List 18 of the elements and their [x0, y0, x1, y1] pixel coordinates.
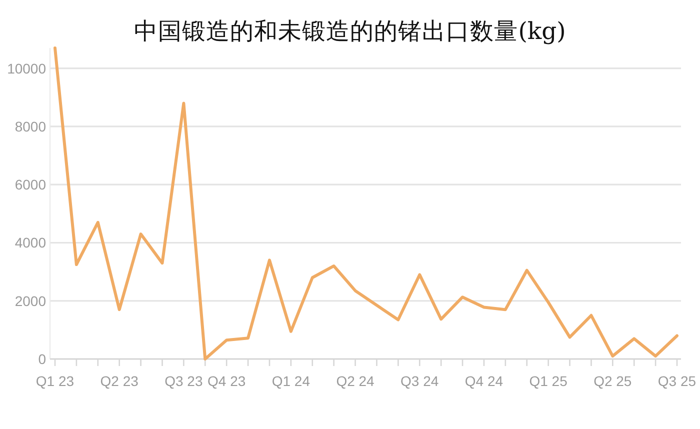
- x-tick-label: Q2 23: [100, 373, 138, 389]
- x-tick-label: Q4 24: [464, 373, 504, 389]
- y-tick-label: 10000: [7, 60, 46, 76]
- x-tick-label: Q1 23: [36, 373, 74, 389]
- y-tick-label: 4000: [14, 234, 46, 251]
- x-tick-label: Q2 24: [336, 373, 374, 389]
- y-tick-label: 8000: [14, 118, 46, 134]
- y-tick-label: 6000: [14, 176, 46, 193]
- y-tick-label: 2000: [14, 292, 46, 309]
- y-tick-label: 0: [38, 351, 46, 367]
- x-tick-label: Q3 24: [400, 373, 439, 389]
- x-tick-label: Q2 25: [594, 373, 632, 389]
- x-tick-label: Q4 23: [208, 373, 246, 389]
- x-tick-label: Q3 23: [164, 373, 203, 389]
- title: 中国锻造的和未锻造的的锗出口数量(kg): [134, 17, 566, 45]
- x-tick-label: Q3 25: [658, 373, 696, 389]
- x-tick-label: Q1 25: [529, 373, 568, 389]
- x-tick-label: Q1 24: [272, 373, 310, 389]
